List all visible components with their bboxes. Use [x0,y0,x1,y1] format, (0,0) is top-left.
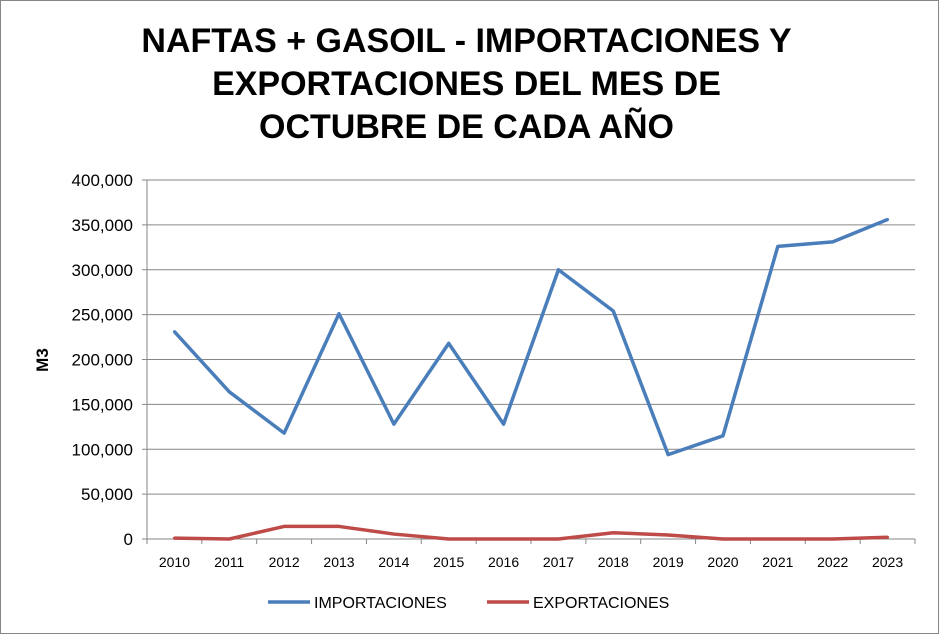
y-tick-label: 250,000 [72,306,133,325]
data-point [666,453,670,457]
data-point [776,244,780,248]
y-tick-label: 0 [124,530,133,549]
series-line-importaciones [173,217,889,457]
x-tick-label: 2012 [269,554,300,570]
x-tick-label: 2015 [433,554,464,570]
x-tick-label: 2019 [653,554,684,570]
data-point [337,524,341,528]
data-point [282,524,286,528]
data-point [337,312,341,316]
data-point [886,535,890,539]
y-tick-label: 200,000 [72,351,133,370]
data-point [227,390,231,394]
x-tick-label: 2014 [378,554,409,570]
data-point [227,537,231,541]
data-point [666,533,670,537]
y-tick-label: 350,000 [72,216,133,235]
y-tick-label: 50,000 [81,485,133,504]
data-point [831,240,835,244]
chart-title-line-3: OCTUBRE DE CADA AÑO [259,108,674,146]
chart-title-line-1: NAFTAS + GASOIL - IMPORTACIONES Y [141,22,792,60]
legend: IMPORTACIONES EXPORTACIONES [268,595,669,612]
x-tick-label: 2018 [598,554,629,570]
data-point [556,268,560,272]
data-point [721,537,725,541]
data-point [282,431,286,435]
data-point [556,537,560,541]
y-axis-label: M3 [33,348,52,372]
x-tick-label: 2017 [543,554,574,570]
data-point [721,434,725,438]
data-point [886,217,890,221]
chart-title: NAFTAS + GASOIL - IMPORTACIONES Y EXPORT… [0,20,939,149]
x-tick-label: 2021 [762,554,793,570]
x-tick-label: 2013 [323,554,354,570]
data-point [502,422,506,426]
y-tick-label: 150,000 [72,395,133,414]
data-point [392,422,396,426]
x-tick-label: 2020 [707,554,738,570]
x-tick-label: 2023 [872,554,903,570]
x-tick-label: 2022 [817,554,848,570]
x-tick-label: 2011 [214,554,244,570]
data-point [447,537,451,541]
legend-label-importaciones: IMPORTACIONES [314,595,447,612]
data-point [502,537,506,541]
y-tick-label: 400,000 [72,171,133,190]
series-line-exportaciones [174,524,888,541]
x-tick-label: 2010 [159,554,190,570]
data-point [172,330,176,334]
data-point [611,531,615,535]
data-point [776,537,780,541]
data-point [392,532,396,536]
x-tick-label: 2016 [488,554,519,570]
data-point [447,341,451,345]
data-point [611,309,615,313]
y-tick-label: 300,000 [72,261,133,280]
data-point [831,537,835,541]
chart-title-line-2: EXPORTACIONES DEL MES DE [212,65,721,103]
data-point [172,536,176,540]
legend-label-exportaciones: EXPORTACIONES [533,595,669,612]
y-tick-label: 100,000 [72,440,133,459]
